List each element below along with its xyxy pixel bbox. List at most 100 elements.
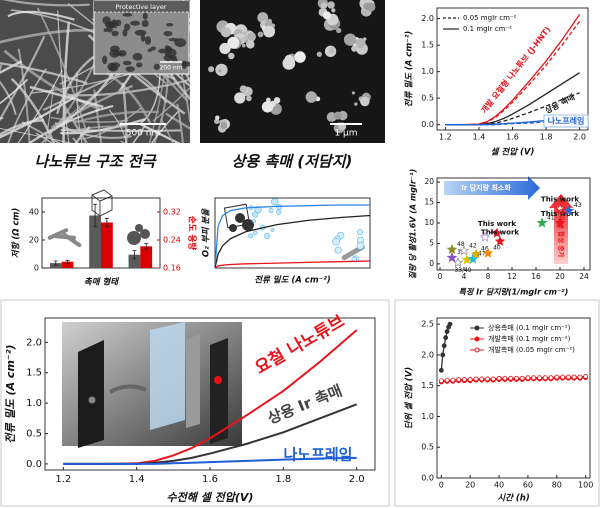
inset-pore (111, 30, 119, 37)
bubble-icon (248, 233, 254, 239)
y-tick-label: 1.0 (26, 398, 42, 409)
inset-pore (117, 50, 127, 57)
legend-label: 0.05 mgIr cm⁻² (463, 14, 517, 22)
error-bar (144, 243, 149, 250)
inset-pore (103, 28, 108, 32)
point-label: 43 (574, 202, 582, 209)
y2-tick-label: 0.24 (163, 236, 181, 245)
data-point (447, 321, 453, 327)
data-point (565, 374, 571, 380)
catalyst-particle (316, 51, 322, 57)
x-tick-label: 24 (579, 272, 589, 281)
catalyst-particle (220, 122, 228, 130)
inset-pore (110, 62, 121, 69)
arrow-shape (444, 176, 540, 200)
error-bar (104, 217, 109, 228)
nanotube-fiber (160, 118, 174, 143)
inset-pore (163, 31, 173, 37)
particle-icon (235, 213, 245, 223)
catalyst-particle (331, 8, 336, 13)
x-tick-label: 4 (462, 272, 467, 281)
scale-label: 500 nm (126, 129, 161, 139)
nanotube-fiber (0, 78, 29, 105)
nanotube-fiber (7, 68, 47, 143)
catalyst-particle (360, 96, 370, 107)
data-point (461, 254, 473, 265)
catalyst-particle (266, 97, 271, 103)
bubble-icon (276, 209, 282, 215)
inset-pore (106, 25, 113, 33)
inset-pore (124, 23, 131, 31)
nanotube-fiber (76, 72, 83, 143)
y-tick-label: 0.0 (26, 459, 42, 470)
x-tick-label: 40 (494, 481, 504, 490)
catalyst-particle (336, 27, 342, 34)
device-arrow (109, 384, 147, 394)
data-point (502, 375, 508, 381)
nanotube-fiber (63, 125, 126, 135)
scale-label: 1 μm (334, 129, 357, 139)
nanotube-fiber (139, 122, 181, 143)
x-tick-label: 1.6 (202, 474, 218, 485)
x-axis-label: 셀 전압 (V) (491, 147, 535, 158)
image-caption: 상용 촉매 (저담지) (232, 153, 353, 171)
data-line (214, 204, 370, 269)
nanotube-fiber (0, 80, 17, 115)
data-point (571, 374, 577, 380)
nanotube-fiber (50, 116, 129, 123)
label-box (543, 114, 589, 128)
particle-icon (135, 224, 143, 232)
point-label: This work (478, 220, 516, 228)
data-point (444, 377, 450, 383)
protective-layer (94, 1, 189, 12)
data-point (554, 217, 566, 228)
y-tick-label: 0 (429, 259, 434, 268)
catalyst-particle (215, 63, 228, 77)
data-point (473, 376, 479, 382)
gas-bubble (88, 396, 96, 404)
y-tick-label: 1.5 (421, 41, 434, 50)
catalyst-particle (351, 91, 356, 95)
inset-pore (134, 29, 147, 36)
data-point (441, 343, 447, 349)
x-tick-label: 1.6 (506, 133, 519, 142)
inset-pore (147, 48, 153, 53)
bubble-icon (271, 198, 279, 206)
data-point (470, 248, 482, 259)
x-axis-label: 특정 Ir 담지량(1/mgIr cm⁻²) (459, 288, 569, 297)
data-line (214, 260, 371, 269)
inset-pore (140, 33, 146, 42)
data-point (446, 244, 458, 255)
nanotube-fiber (2, 0, 90, 7)
image-caption: 나노튜브 구조 전극 (35, 153, 158, 171)
data-point (542, 375, 548, 381)
y-axis-label: 질량 당 활성1.6V (A mgIr⁻¹) (409, 169, 418, 280)
bubble-icon (264, 232, 271, 239)
inset-pore (102, 16, 111, 25)
catalyst-particle (343, 33, 357, 46)
x-tick-label: 0 (438, 272, 443, 281)
sem-image-nanotube: Protective layer 200 nm 500 nm (0, 0, 190, 143)
bubble-icon (254, 206, 262, 214)
inset-pore (158, 48, 168, 54)
catalyst-particle (241, 43, 246, 48)
catalyst-particle (220, 26, 232, 38)
catalyst-particle (257, 31, 264, 38)
nanotube-fiber (165, 112, 190, 130)
x-tick-label: 16 (531, 272, 541, 281)
data-line (63, 456, 357, 465)
bubble-icon (268, 208, 274, 213)
catalyst-particle (305, 91, 318, 103)
y-axis-label: 전류 밀도 (A cm⁻²) (404, 31, 415, 108)
nanotube-fiber (36, 7, 87, 132)
particle-icon (127, 231, 141, 245)
nanotube-icon (62, 232, 82, 248)
bar (61, 261, 74, 268)
data-point (554, 374, 560, 380)
inset-pore (125, 66, 135, 72)
inset-pore (166, 22, 174, 27)
legend-marker (474, 325, 480, 331)
catalyst-particle (227, 36, 240, 49)
y-tick-label: 15 (424, 198, 434, 207)
x-tick-label: 8 (486, 272, 491, 281)
